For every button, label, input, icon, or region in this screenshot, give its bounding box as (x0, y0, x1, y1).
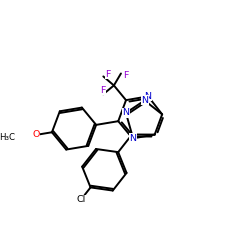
Text: N: N (122, 108, 130, 118)
Text: N: N (144, 92, 152, 101)
Text: H₃C: H₃C (0, 133, 15, 142)
Text: F: F (105, 70, 111, 79)
Text: N: N (129, 134, 136, 143)
Text: F: F (123, 71, 128, 80)
Text: F: F (100, 86, 106, 95)
Text: N: N (141, 96, 148, 105)
Text: O: O (32, 130, 40, 140)
Text: Cl: Cl (76, 195, 86, 204)
